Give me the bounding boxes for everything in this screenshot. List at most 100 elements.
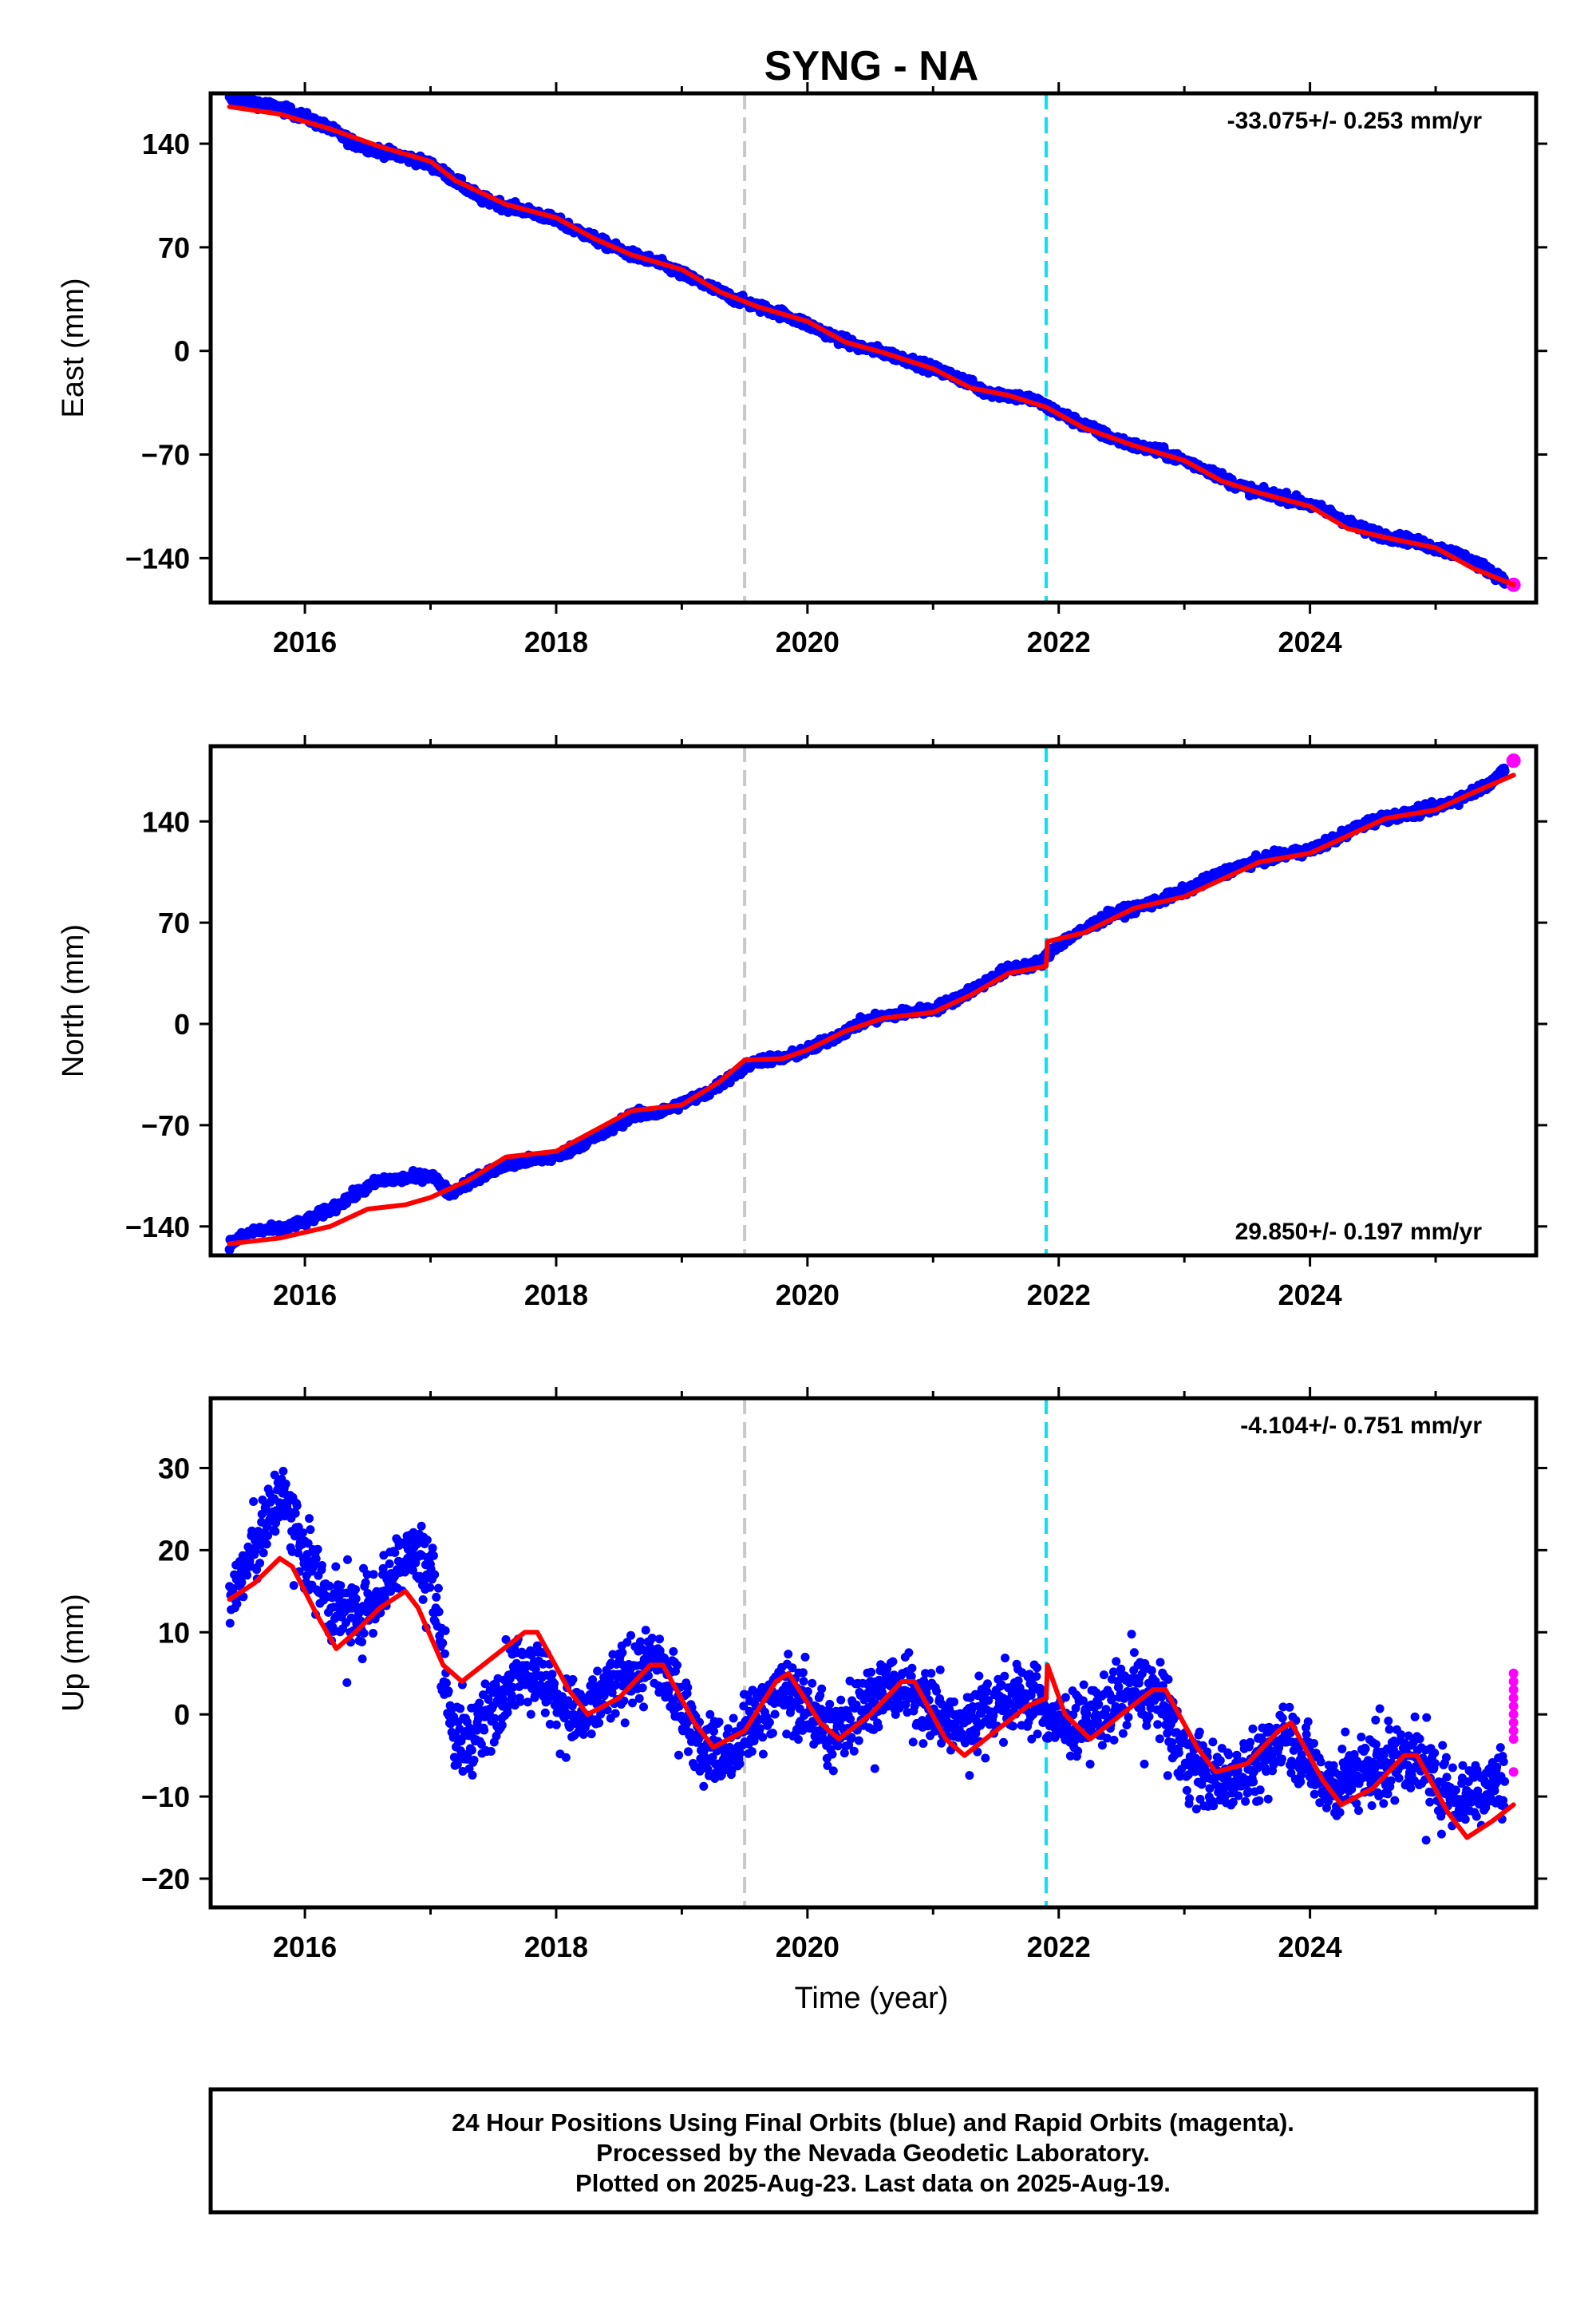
final-data-point bbox=[739, 1701, 749, 1711]
final-data-point bbox=[708, 1753, 717, 1762]
final-data-point bbox=[488, 1688, 497, 1697]
plot-frame bbox=[208, 91, 1539, 605]
final-data-point bbox=[425, 1583, 435, 1592]
final-data-point bbox=[647, 1634, 657, 1642]
final-data-point bbox=[551, 1720, 561, 1729]
final-data-point bbox=[331, 1562, 341, 1571]
final-data-point bbox=[758, 1733, 768, 1742]
final-data-point bbox=[669, 1646, 678, 1656]
final-data-point bbox=[271, 1527, 280, 1536]
final-data-point bbox=[610, 1709, 620, 1718]
final-data-point bbox=[745, 1706, 754, 1716]
final-data-point bbox=[607, 1688, 617, 1697]
final-data-point bbox=[526, 1709, 535, 1719]
final-data-point bbox=[874, 1722, 883, 1732]
final-data-point bbox=[263, 1531, 273, 1540]
final-data-point bbox=[595, 1718, 604, 1728]
final-data-point bbox=[828, 1766, 838, 1776]
y-axis-label: North (mm) bbox=[57, 924, 90, 1077]
final-data-point bbox=[419, 1577, 429, 1587]
final-data-point bbox=[305, 1514, 314, 1524]
final-data-point bbox=[620, 1718, 630, 1728]
final-data-point bbox=[884, 1698, 894, 1708]
final-data-point bbox=[736, 1749, 745, 1758]
final-data-point bbox=[390, 1548, 400, 1557]
final-data-point bbox=[587, 1729, 596, 1739]
final-data-point bbox=[508, 1682, 518, 1692]
final-data-point bbox=[685, 1728, 695, 1737]
final-data-point bbox=[608, 1650, 618, 1659]
final-data-point bbox=[622, 1638, 632, 1647]
rapid-data-point bbox=[1506, 753, 1521, 769]
final-data-point bbox=[849, 1746, 859, 1756]
final-data-point bbox=[359, 1629, 369, 1638]
final-data-point bbox=[674, 1701, 684, 1711]
final-data-point bbox=[836, 1695, 846, 1705]
final-data-point bbox=[440, 1649, 449, 1658]
x-tick-label: 2018 bbox=[524, 626, 588, 658]
final-data-point bbox=[313, 1544, 322, 1554]
final-data-point bbox=[788, 1663, 797, 1673]
final-data-point bbox=[358, 1654, 367, 1664]
final-data-point bbox=[901, 1700, 911, 1709]
final-data-point bbox=[799, 1677, 808, 1686]
final-data-point bbox=[839, 1749, 849, 1758]
final-data-point bbox=[847, 1733, 856, 1742]
final-data-point bbox=[289, 1581, 298, 1591]
final-data-point bbox=[270, 1470, 279, 1480]
final-data-point bbox=[444, 1686, 453, 1696]
final-data-point bbox=[539, 1659, 548, 1669]
final-data-point bbox=[351, 1585, 360, 1595]
final-data-point bbox=[795, 1704, 804, 1713]
final-data-point bbox=[823, 1761, 832, 1770]
final-data-point bbox=[638, 1644, 646, 1654]
final-orbit-points bbox=[224, 93, 1510, 589]
final-data-point bbox=[484, 1695, 493, 1704]
final-data-point bbox=[351, 1594, 361, 1603]
final-data-point bbox=[547, 1670, 557, 1679]
final-data-point bbox=[527, 1650, 536, 1660]
final-data-point bbox=[490, 1713, 500, 1723]
final-data-point bbox=[505, 1674, 515, 1683]
final-data-point bbox=[755, 1724, 764, 1733]
final-data-point bbox=[255, 1559, 265, 1568]
final-data-point bbox=[660, 1654, 669, 1662]
final-data-point bbox=[798, 1668, 808, 1678]
final-data-point bbox=[636, 1637, 645, 1646]
x-tick-label: 2024 bbox=[1278, 1279, 1342, 1311]
final-data-point bbox=[817, 1684, 827, 1694]
final-data-point bbox=[684, 1747, 693, 1757]
final-data-point bbox=[434, 1607, 444, 1617]
final-data-point bbox=[683, 1683, 693, 1692]
final-data-point bbox=[369, 1629, 377, 1638]
final-data-point bbox=[768, 1729, 777, 1738]
final-data-point bbox=[784, 1650, 793, 1659]
final-data-point bbox=[596, 1709, 606, 1719]
final-data-point bbox=[808, 1678, 817, 1688]
rapid-orbit-points bbox=[1506, 753, 1521, 769]
y-tick-label: 0 bbox=[174, 1008, 190, 1041]
y-tick-label: 140 bbox=[142, 805, 190, 838]
final-data-point bbox=[433, 1583, 443, 1593]
final-data-point bbox=[232, 1599, 242, 1609]
final-data-point bbox=[770, 1709, 780, 1719]
x-tick-label: 2016 bbox=[273, 1279, 337, 1311]
final-data-point bbox=[438, 1638, 448, 1648]
final-data-point bbox=[888, 1657, 898, 1666]
final-data-point bbox=[825, 1699, 835, 1709]
final-data-point bbox=[568, 1674, 578, 1684]
x-tick-label: 2020 bbox=[776, 1279, 839, 1311]
final-data-point bbox=[723, 1724, 733, 1733]
final-data-point bbox=[699, 1781, 709, 1791]
final-orbit-points bbox=[225, 1466, 1510, 1845]
velocity-annotation: 29.850+/- 0.197 mm/yr bbox=[1235, 1219, 1483, 1245]
final-data-point bbox=[259, 1548, 268, 1558]
final-data-point bbox=[281, 1479, 290, 1488]
final-data-point bbox=[634, 1694, 644, 1703]
final-data-point bbox=[362, 1570, 372, 1579]
final-data-point bbox=[468, 1770, 477, 1780]
final-data-point bbox=[369, 1570, 378, 1579]
final-data-point bbox=[709, 1726, 718, 1736]
final-data-point bbox=[306, 1525, 315, 1535]
